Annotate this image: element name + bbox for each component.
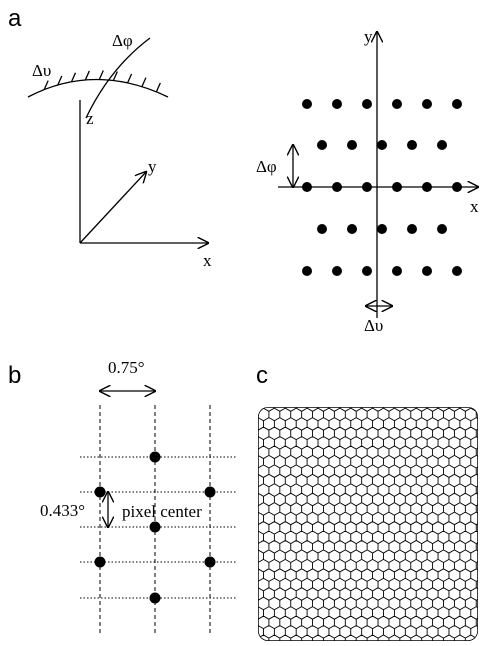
spacing-x: 0.75° <box>108 358 145 377</box>
x-label: x <box>203 251 212 270</box>
dot <box>149 521 161 533</box>
dot <box>302 99 312 109</box>
dot <box>332 182 342 192</box>
dot <box>204 486 216 498</box>
grid-sketch <box>278 32 478 318</box>
delta-upsilon: Δυ <box>32 61 51 80</box>
panel-label: a <box>8 5 22 32</box>
dot <box>407 224 417 234</box>
delta-upsilon: Δυ <box>364 316 383 335</box>
tick <box>57 75 63 86</box>
dot <box>377 140 387 150</box>
dot <box>452 266 462 276</box>
tick <box>112 71 118 81</box>
dot <box>149 592 161 604</box>
dot <box>422 99 432 109</box>
hex-grid <box>258 407 478 641</box>
dot <box>452 182 462 192</box>
dot <box>332 99 342 109</box>
y-label: y <box>364 27 373 46</box>
panel-label: c <box>256 362 268 389</box>
arc <box>85 37 151 119</box>
sphere-sketch <box>27 37 208 244</box>
dot <box>347 224 357 234</box>
delta-phi: Δφ <box>112 31 133 50</box>
dot <box>302 266 312 276</box>
y-label: y <box>148 157 157 176</box>
dot <box>437 224 447 234</box>
tick <box>70 72 77 83</box>
x-label: x <box>470 197 479 216</box>
tick <box>155 82 161 93</box>
dot <box>392 99 402 109</box>
dot <box>452 99 462 109</box>
dot <box>392 266 402 276</box>
dot <box>422 182 432 192</box>
panel-label: b <box>8 362 21 389</box>
pixel-grid <box>80 391 236 635</box>
dot <box>362 266 372 276</box>
dot <box>94 486 106 498</box>
tick <box>84 70 90 81</box>
hexagons <box>258 407 478 641</box>
dot <box>422 266 432 276</box>
dot <box>317 140 327 150</box>
delta-phi: Δφ <box>256 157 277 176</box>
tick <box>141 77 147 87</box>
dot <box>317 224 327 234</box>
dot <box>204 556 216 568</box>
tick <box>126 73 133 84</box>
annotation: pixel center <box>122 502 202 521</box>
dot <box>377 224 387 234</box>
y-axis <box>79 172 146 244</box>
dot <box>392 182 402 192</box>
tick <box>98 70 104 80</box>
dot <box>407 140 417 150</box>
dot <box>437 140 447 150</box>
tick <box>43 80 49 90</box>
z-label: z <box>86 109 94 128</box>
dot <box>347 140 357 150</box>
arc <box>27 78 169 98</box>
dot <box>94 556 106 568</box>
dot <box>362 99 372 109</box>
dot <box>332 266 342 276</box>
spacing-y: 0.433° <box>40 501 85 520</box>
dot <box>302 182 312 192</box>
dot <box>362 182 372 192</box>
dot <box>149 451 161 463</box>
